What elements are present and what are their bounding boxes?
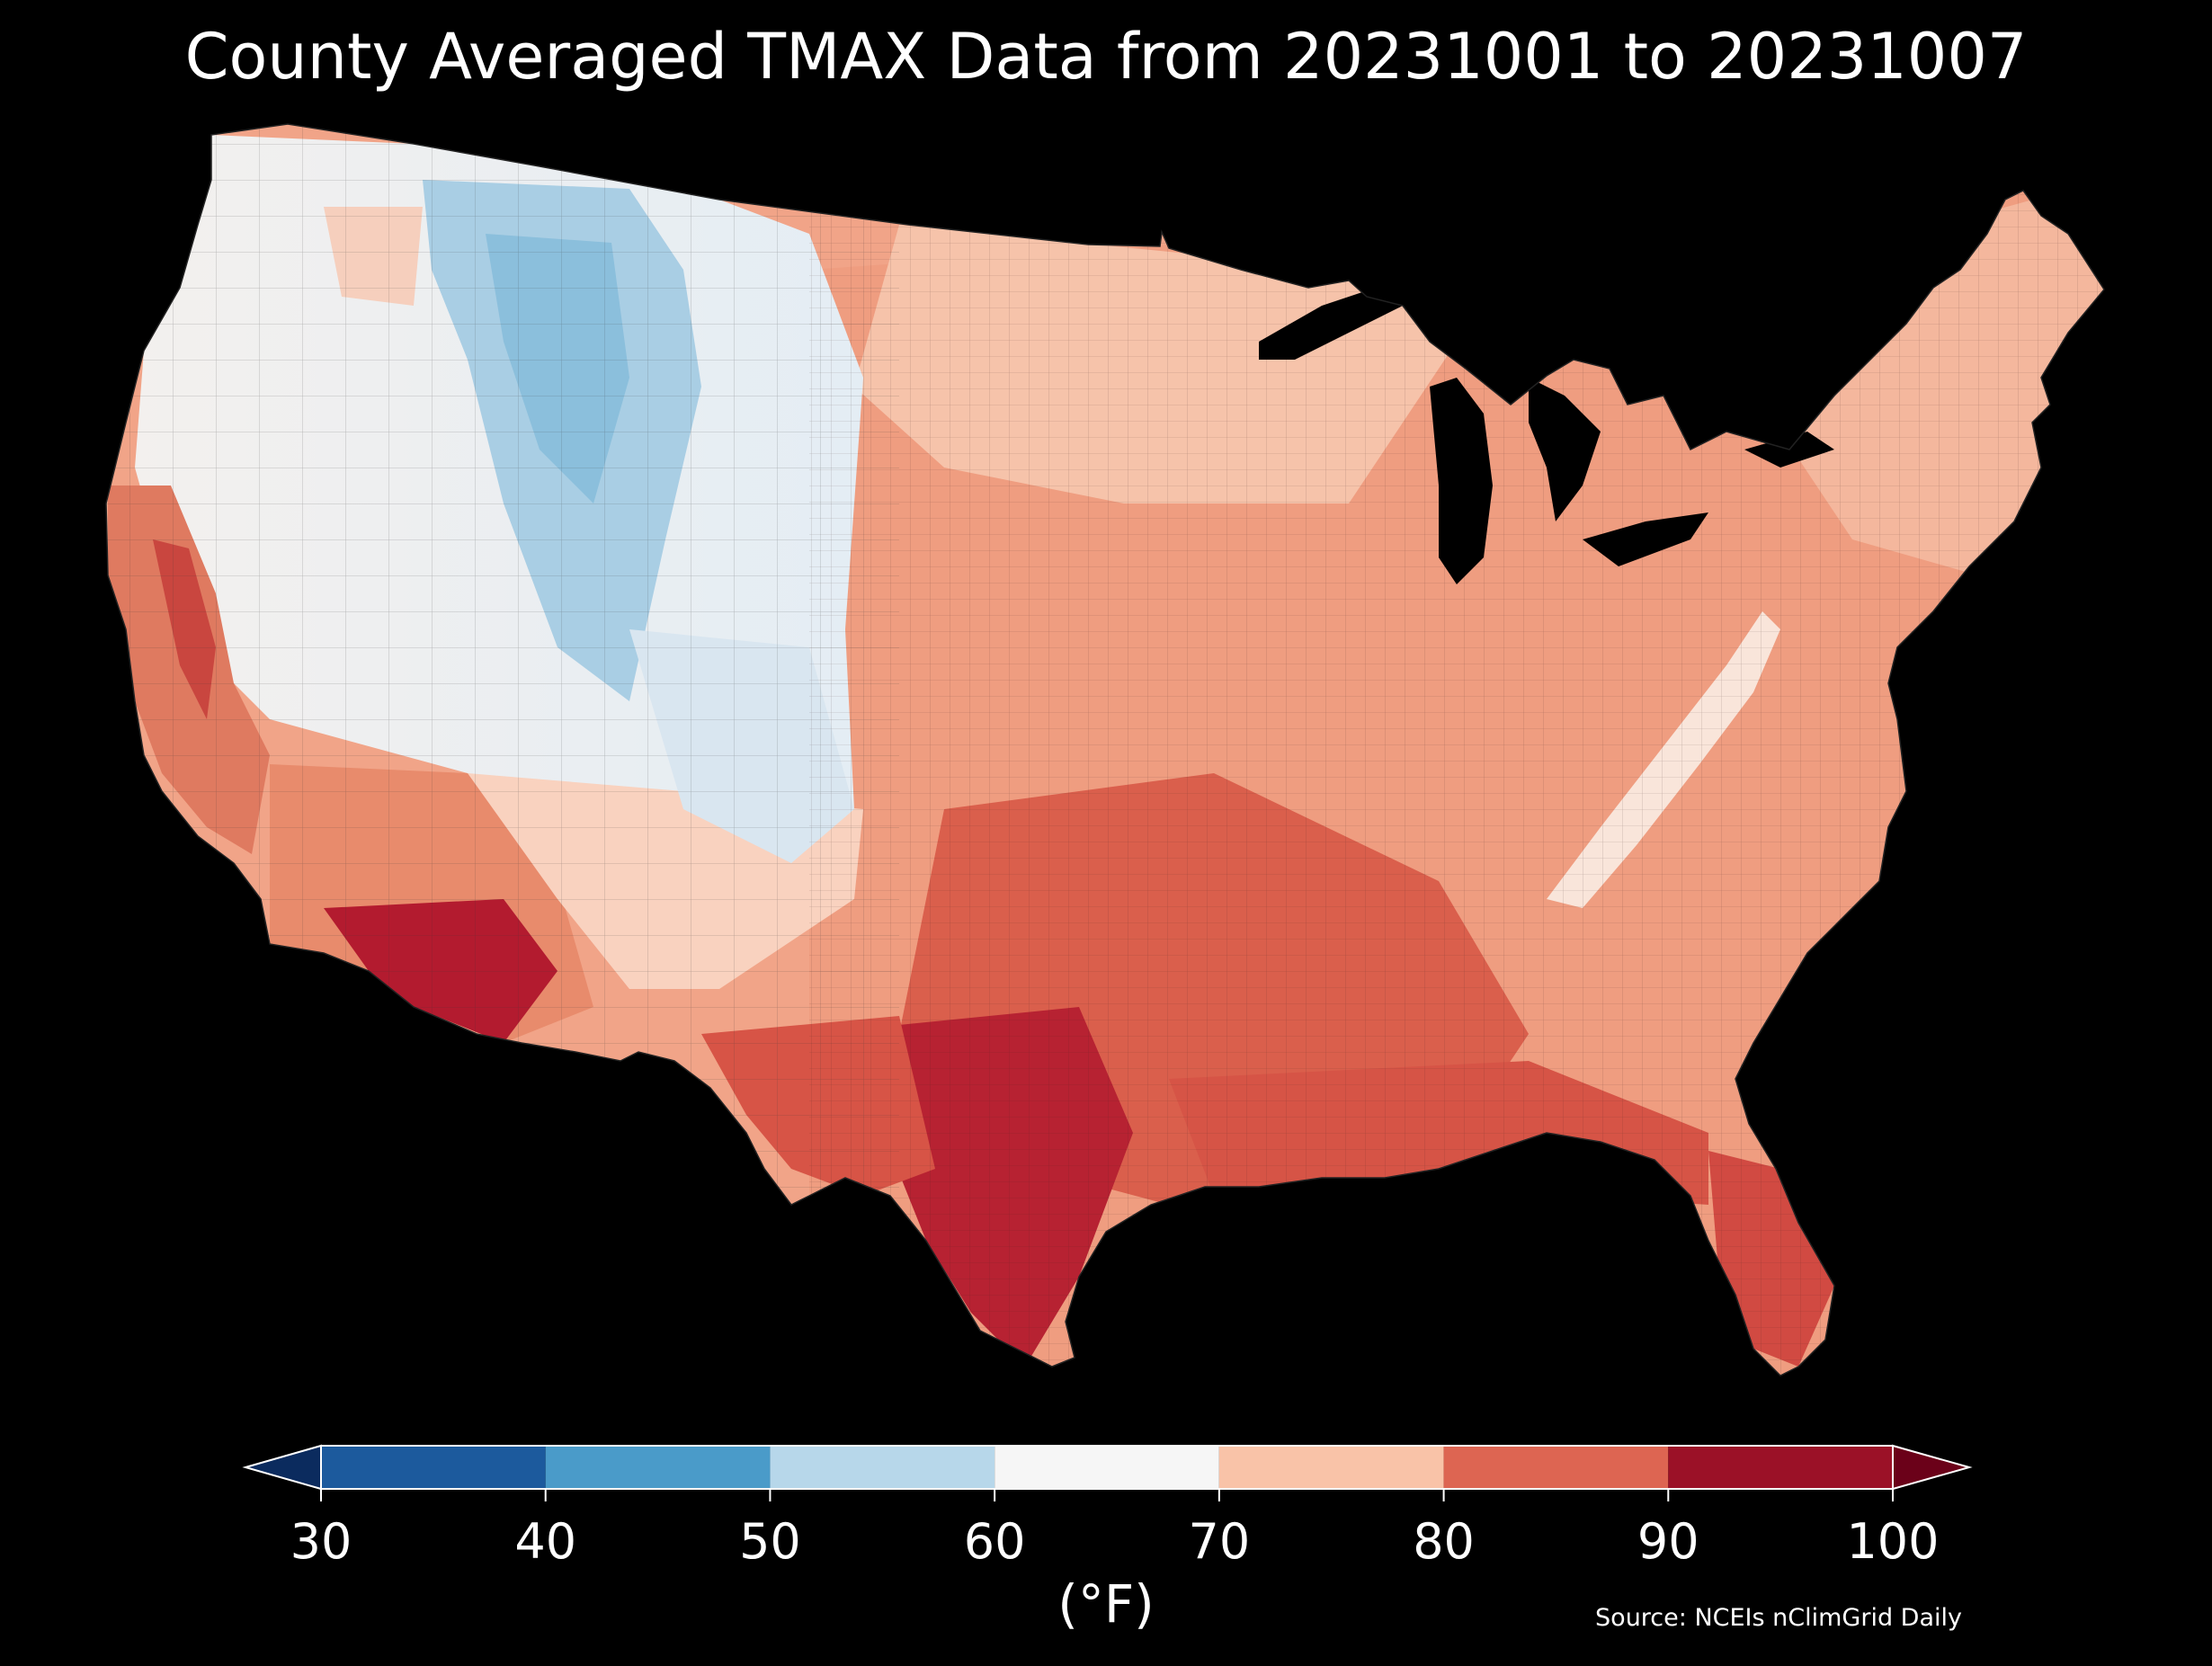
colorbar-tick-label-7: 100 <box>1846 1513 1940 1570</box>
colorbar-bin-3 <box>995 1446 1219 1489</box>
colorbar-over-arrow <box>1892 1444 1973 1491</box>
colorbar-tick-label-1: 40 <box>514 1513 577 1570</box>
source-credit: Source: NCEIs nClimGrid Daily <box>1595 1604 1962 1632</box>
colorbar-tick-label-4: 70 <box>1188 1513 1251 1570</box>
colorbar-unit-label: (°F) <box>1057 1573 1155 1635</box>
great-lakes <box>1259 288 1834 584</box>
colorbar-bin-1 <box>545 1446 771 1489</box>
colorbar-bin-4 <box>1218 1446 1444 1489</box>
colorbar-tick-label-6: 90 <box>1637 1513 1699 1570</box>
colorbar-bin-6 <box>1668 1446 1893 1489</box>
lake-superior <box>1259 288 1403 360</box>
colorbar-under-arrow <box>242 1444 322 1491</box>
colorbar-frame <box>320 1445 1894 1490</box>
eastern-county-lines <box>809 124 2104 1376</box>
colorbar-bin-2 <box>770 1446 995 1489</box>
western-county-lines <box>106 124 899 1376</box>
lake-huron <box>1529 378 1601 521</box>
colorbar-bin-5 <box>1443 1446 1669 1489</box>
colorbar-tick-label-0: 30 <box>290 1513 352 1570</box>
colorbar-bin-0 <box>321 1446 546 1489</box>
colorbar-bins <box>321 1446 1893 1489</box>
colorbar <box>242 1444 1973 1501</box>
colorbar-tick-label-5: 80 <box>1413 1513 1475 1570</box>
colorbar-ticks <box>320 1489 1894 1501</box>
lake-michigan <box>1430 378 1493 584</box>
map-title: County Averaged TMAX Data from 20231001 … <box>184 20 2028 94</box>
colorbar-tick-label-2: 50 <box>739 1513 801 1570</box>
colorbar-tick-label-3: 60 <box>963 1513 1026 1570</box>
lake-erie <box>1583 512 1708 566</box>
